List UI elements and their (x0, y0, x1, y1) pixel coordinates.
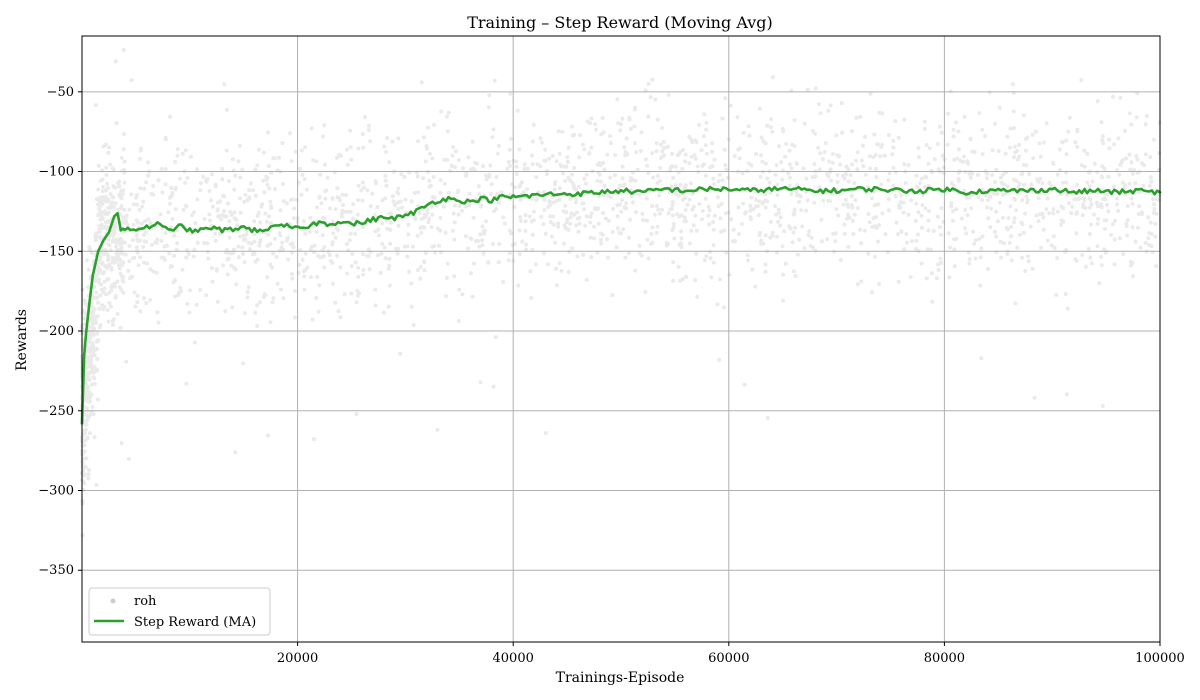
legend: roh Step Reward (MA) (88, 587, 271, 636)
plot-frame (81, 35, 1161, 643)
x-tick-label: 80000 (924, 651, 965, 666)
x-axis-label: Trainings-Episode (556, 670, 685, 686)
legend-label-step-reward: Step Reward (MA) (134, 615, 256, 630)
ma-line-step-reward (80, 185, 1162, 425)
legend-label-roh: roh (134, 594, 157, 609)
y-tick-label: −300 (38, 484, 74, 499)
scatter-points-roh (80, 47, 1162, 538)
y-tick-label: −50 (47, 85, 74, 100)
scatter-series-roh (80, 47, 1162, 538)
y-axis-ticks: −50 −100 −150 −200 −250 −300 −350 (38, 85, 82, 578)
x-tick-label: 40000 (493, 651, 534, 666)
x-tick-label: 100000 (1135, 651, 1185, 666)
legend-box (88, 587, 271, 636)
x-axis-ticks: 20000 40000 60000 80000 100000 (277, 642, 1185, 666)
x-tick-label: 20000 (277, 651, 318, 666)
grid (82, 36, 1161, 642)
legend-marker-roh (110, 598, 116, 604)
y-tick-label: −100 (38, 165, 74, 180)
y-tick-label: −150 (38, 244, 74, 259)
chart-title: Training – Step Reward (Moving Avg) (467, 13, 773, 32)
y-axis-label: Rewards (14, 309, 30, 371)
x-tick-label: 60000 (708, 651, 749, 666)
y-tick-label: −250 (38, 404, 74, 419)
y-tick-label: −200 (38, 324, 74, 339)
y-tick-label: −350 (38, 563, 74, 578)
